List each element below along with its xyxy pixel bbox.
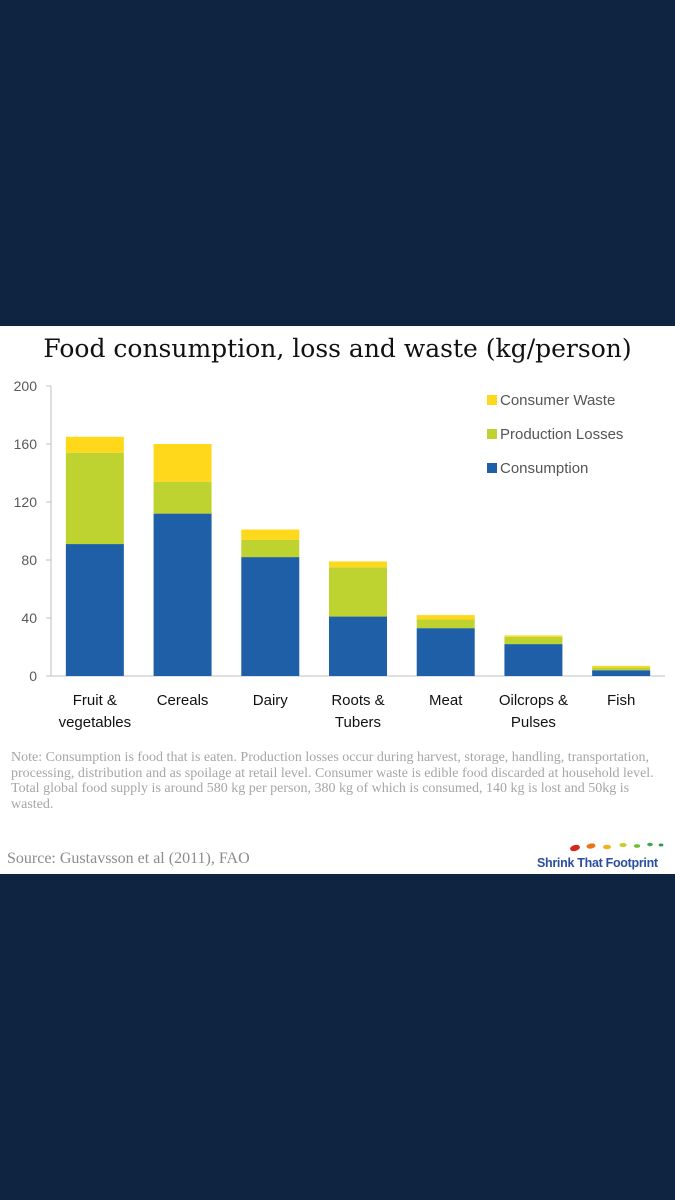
bar-production-losses: [504, 636, 563, 645]
legend-label: Consumer Waste: [500, 392, 615, 409]
x-tick-label: Fish: [607, 692, 635, 709]
y-tick-label: 40: [21, 610, 37, 626]
y-tick-label: 120: [14, 494, 38, 510]
y-tick-label: 0: [29, 668, 37, 684]
bar-consumption: [504, 644, 563, 676]
x-tick-label: Roots & Tubers: [331, 692, 384, 731]
y-tick-label: 200: [14, 378, 38, 394]
bar-production-losses: [153, 481, 212, 514]
legend-swatch: [487, 429, 497, 439]
legend-label: Consumption: [500, 460, 588, 477]
y-tick-label: 80: [21, 552, 37, 568]
footprints-icon: [570, 842, 664, 852]
bar-consumer-waste: [329, 561, 387, 568]
bar-consumer-waste: [65, 436, 124, 453]
x-tick-label: Meat: [429, 692, 463, 709]
bar-production-losses: [592, 667, 651, 671]
chart-title: Food consumption, loss and waste (kg/per…: [43, 334, 632, 363]
bar-consumption: [65, 544, 124, 676]
shrink-that-footprint-logo: Shrink That Footprint: [537, 842, 671, 870]
bar-production-losses: [241, 539, 300, 558]
bar-consumer-waste: [592, 665, 651, 668]
bar-consumption: [153, 513, 212, 676]
bar-production-losses: [416, 619, 475, 629]
chart-source: Source: Gustavsson et al (2011), FAO: [7, 850, 250, 867]
bar-consumer-waste: [241, 529, 300, 540]
logo-text: Shrink That Footprint: [537, 856, 658, 870]
bar-production-losses: [329, 567, 387, 617]
y-tick-label: 160: [14, 436, 38, 452]
x-tick-label: Cereals: [157, 692, 209, 709]
bar-consumption: [592, 670, 651, 676]
x-tick-label: Oilcrops & Pulses: [499, 692, 568, 731]
bar-consumption: [329, 616, 387, 676]
legend-label: Production Losses: [500, 426, 623, 443]
bar-consumption: [416, 628, 475, 676]
bar-consumer-waste: [153, 444, 212, 482]
x-tick-label: Dairy: [253, 692, 289, 709]
bar-consumption: [241, 557, 300, 676]
bar-consumer-waste: [504, 635, 563, 637]
bar-production-losses: [65, 452, 124, 545]
bar-consumer-waste: [416, 615, 475, 620]
chart-note: Note: Consumption is food that is eaten.…: [11, 750, 654, 812]
x-tick-label: Fruit & vegetables: [59, 692, 132, 731]
legend-swatch: [487, 463, 497, 473]
chart-card: Food consumption, loss and waste (kg/per…: [0, 326, 675, 874]
bar-chart: 0 40 80 120 160 200 Fruit & vegetables Cereals Da…: [14, 378, 665, 731]
legend-swatch: [487, 395, 497, 405]
